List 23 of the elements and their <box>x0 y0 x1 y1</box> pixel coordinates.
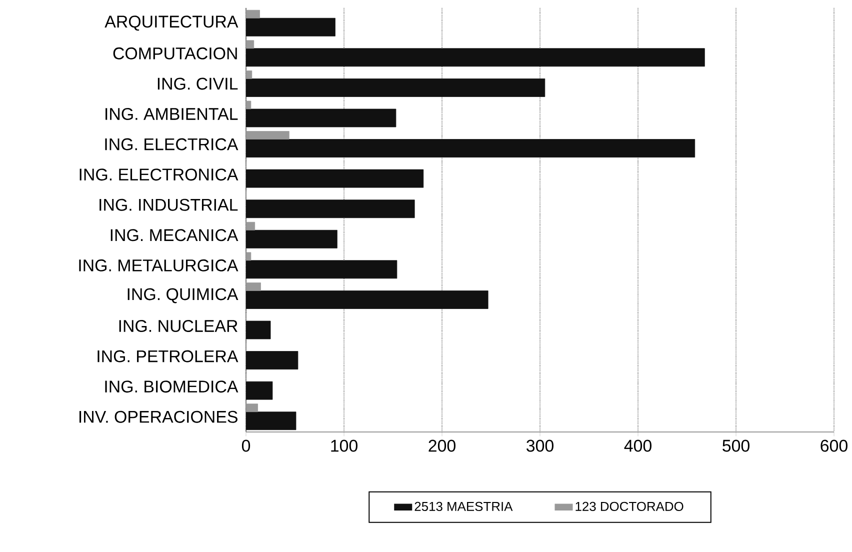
y-tick-label: ING. ELECTRICA <box>105 138 238 150</box>
y-tick-label: COMPUTACION <box>113 47 237 60</box>
y-tick-label: ING. AMBIENTAL <box>106 108 238 120</box>
x-tick-label: 600 <box>820 440 848 452</box>
y-tick-label: ING. MECANICA <box>110 229 238 242</box>
y-tick-label: ING. QUIMICA <box>128 288 238 304</box>
y-tick-label: ING. METALURGICA <box>79 259 238 272</box>
y-tick-label: ARQUITECTURA <box>104 16 238 31</box>
y-tick-label: INV. OPERACIONES <box>79 410 238 423</box>
y-tick-label: ING. PETROLERA <box>98 350 238 362</box>
y-tick-label: ING. CIVIL <box>158 78 238 90</box>
y-tick-label: ING. NUCLEAR <box>119 320 238 332</box>
y-tick-label: ING. ELECTRONICA <box>80 168 238 181</box>
x-tick-label: 400 <box>624 440 652 452</box>
x-tick-label: 0 <box>242 440 250 452</box>
x-tick-label: 200 <box>428 440 456 452</box>
legend-label: 123 DOCTORADO <box>576 502 684 512</box>
y-tick-label: ING. BIOMEDICA <box>105 380 238 393</box>
x-tick-label: 500 <box>722 440 750 452</box>
x-tick-label: 100 <box>331 440 358 452</box>
y-tick-label: ING. INDUSTRIAL <box>100 198 238 211</box>
x-tick-label: 300 <box>526 440 554 452</box>
legend-label: 2513 MAESTRIA <box>414 502 513 512</box>
